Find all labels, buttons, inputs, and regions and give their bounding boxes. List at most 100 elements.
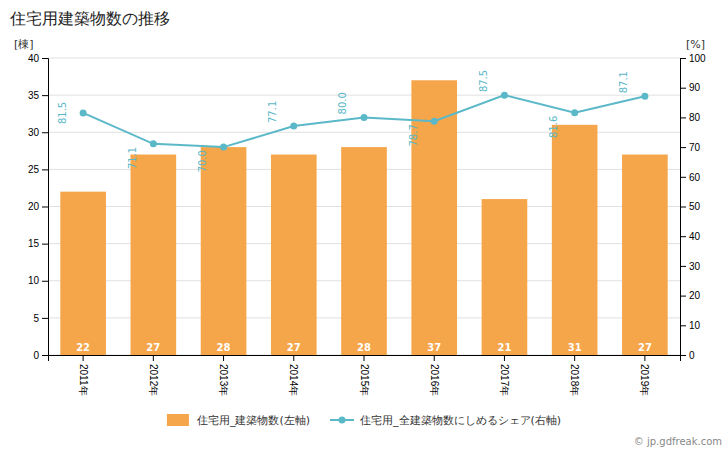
y2-tick: 40 bbox=[680, 231, 701, 242]
y2-tick-label: 10 bbox=[689, 320, 701, 331]
y2-tick: 50 bbox=[680, 201, 701, 212]
bar bbox=[60, 192, 106, 355]
y2-tick-line bbox=[680, 296, 686, 297]
y2-tick-line bbox=[680, 88, 686, 89]
chart: 0510152025303540010203040506070809010020… bbox=[0, 0, 728, 450]
x-tick: 2017年 bbox=[499, 355, 510, 396]
y2-tick: 60 bbox=[680, 172, 701, 183]
y2-tick-label: 80 bbox=[689, 112, 701, 123]
bar bbox=[131, 155, 177, 355]
y-tick-line bbox=[42, 355, 48, 356]
bar-label: 27 bbox=[146, 342, 160, 353]
bar-label: 37 bbox=[427, 342, 441, 353]
y-tick-label: 5 bbox=[33, 313, 39, 324]
x-tick-line bbox=[223, 355, 224, 361]
y-tick-line bbox=[42, 169, 48, 170]
grid-line bbox=[48, 58, 680, 59]
y2-tick: 80 bbox=[680, 112, 701, 123]
x-tick: 2016年 bbox=[429, 355, 440, 396]
bar bbox=[482, 199, 528, 355]
y2-tick-label: 30 bbox=[689, 261, 701, 272]
y2-tick-line bbox=[680, 266, 686, 267]
x-tick: 2012年 bbox=[148, 355, 159, 396]
legend: 住宅用_建築物数(左軸)住宅用_全建築物数にしめるシェア(右軸) bbox=[167, 414, 561, 427]
x-tick: 2014年 bbox=[288, 355, 299, 396]
y-tick: 30 bbox=[28, 127, 48, 138]
x-tick: 2018年 bbox=[569, 355, 580, 396]
y-tick-label: 0 bbox=[33, 350, 39, 361]
y2-tick: 10 bbox=[680, 320, 701, 331]
bar bbox=[622, 155, 668, 355]
x-tick: 2019年 bbox=[639, 355, 650, 396]
bar-label: 31 bbox=[568, 342, 582, 353]
y2-tick-label: 0 bbox=[689, 350, 695, 361]
grid bbox=[48, 58, 680, 355]
legend-label: 住宅用_全建築物数にしめるシェア(右軸) bbox=[360, 414, 561, 427]
y-tick: 0 bbox=[33, 350, 48, 361]
annotation: © jp.gdfreak.com bbox=[634, 436, 722, 447]
y-tick-line bbox=[42, 281, 48, 282]
line bbox=[83, 95, 645, 147]
y-tick: 40 bbox=[28, 53, 48, 64]
y-tick: 15 bbox=[28, 238, 48, 249]
x-tick-line bbox=[293, 355, 294, 361]
line-label: 87.5 bbox=[478, 70, 489, 92]
y-axis: 0 5 10 15 20 25 30 35 40 bbox=[28, 53, 49, 361]
x-tick-label: 2014年 bbox=[288, 364, 299, 396]
y2-tick-label: 60 bbox=[689, 172, 701, 183]
line-label: 80.0 bbox=[337, 92, 348, 114]
x-axis-line bbox=[49, 356, 681, 362]
x-tick-line bbox=[434, 355, 435, 361]
bar-label: 21 bbox=[497, 342, 511, 353]
bar-label: 28 bbox=[357, 342, 371, 353]
y2-tick-line bbox=[680, 325, 686, 326]
y-tick-label: 20 bbox=[28, 201, 40, 212]
bar bbox=[341, 147, 387, 355]
line-label: 70.0 bbox=[197, 150, 208, 172]
x-tick-label: 2018年 bbox=[569, 364, 580, 396]
x-tick-label: 2015年 bbox=[359, 364, 370, 396]
line-point bbox=[361, 114, 368, 121]
y2-tick-line bbox=[680, 117, 686, 118]
bar bbox=[552, 125, 598, 355]
y2-tick-label: 70 bbox=[689, 142, 701, 153]
line-label: 87.1 bbox=[618, 71, 629, 93]
x-tick: 2011年 bbox=[78, 355, 89, 396]
x-tick: 2015年 bbox=[359, 355, 370, 396]
x-tick-label: 2011年 bbox=[78, 364, 89, 396]
y2-tick: 30 bbox=[680, 261, 701, 272]
y2-axis-title: [%] bbox=[686, 38, 705, 51]
line-label: 81.5 bbox=[57, 102, 68, 124]
marks bbox=[60, 80, 667, 355]
y2-tick-label: 40 bbox=[689, 231, 701, 242]
y-tick-line bbox=[42, 132, 48, 133]
x-tick-line bbox=[644, 355, 645, 361]
y2-tick-line bbox=[680, 177, 686, 178]
y2-axis-line bbox=[681, 59, 687, 356]
y-tick-label: 35 bbox=[28, 90, 40, 101]
x-tick-line bbox=[83, 355, 84, 361]
y2-tick-label: 90 bbox=[689, 82, 701, 93]
y2-tick-label: 100 bbox=[689, 53, 706, 64]
line-label: 77.1 bbox=[267, 101, 278, 123]
line-point bbox=[290, 123, 297, 130]
x-tick-label: 2012年 bbox=[148, 364, 159, 396]
y-tick-line bbox=[42, 318, 48, 319]
y-tick: 10 bbox=[28, 275, 48, 286]
y-tick-label: 25 bbox=[28, 164, 40, 175]
line-label: 71.1 bbox=[127, 147, 138, 169]
y2-tick: 100 bbox=[680, 53, 706, 64]
plot: 0510152025303540010203040506070809010020… bbox=[28, 53, 706, 397]
bar bbox=[271, 155, 317, 355]
data-labels: 22272827283721312781.571.170.077.180.078… bbox=[57, 70, 652, 353]
y-tick-line bbox=[42, 207, 48, 208]
legend-marker bbox=[339, 417, 346, 424]
bar-label: 28 bbox=[217, 342, 231, 353]
line-label: 78.7 bbox=[408, 124, 419, 146]
y2-tick-line bbox=[680, 58, 686, 59]
y2-tick: 0 bbox=[680, 350, 695, 361]
y-tick-label: 40 bbox=[28, 53, 40, 64]
y-axis-title: [棟] bbox=[14, 38, 34, 51]
x-tick: 2013年 bbox=[218, 355, 229, 396]
y2-tick-label: 50 bbox=[689, 201, 701, 212]
